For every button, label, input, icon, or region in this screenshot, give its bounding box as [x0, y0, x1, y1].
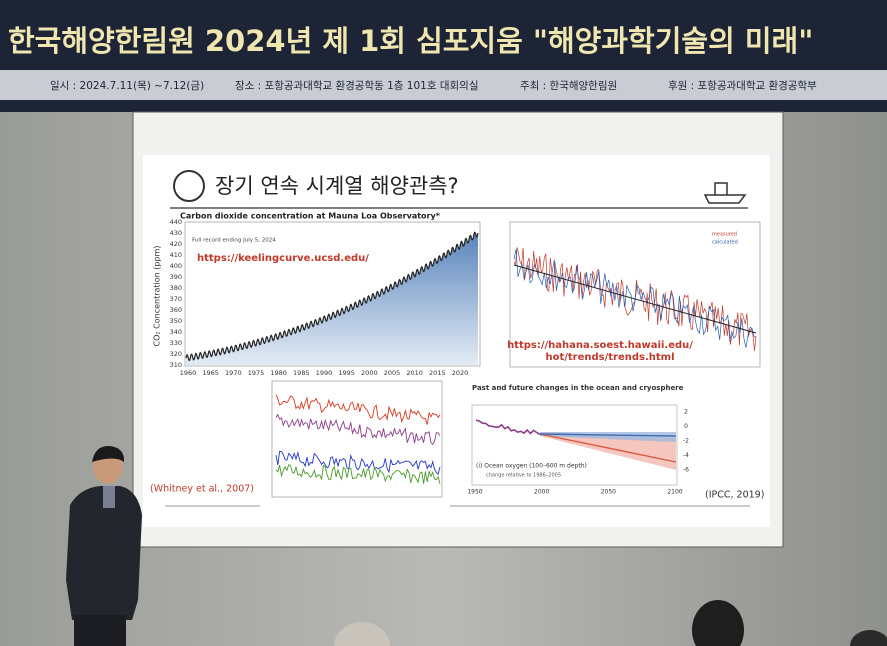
- co2-x-tick-label: 2020: [452, 369, 469, 377]
- ph-trend: [513, 264, 757, 334]
- banner-detail: 주최 : 한국해양한림원: [520, 79, 617, 92]
- co2-line: [185, 231, 479, 362]
- co2-y-tick-label: 410: [170, 251, 182, 259]
- co2-x-tick-label: 2005: [384, 369, 401, 377]
- banner-title: 한국해양한림원 2024년 제 1회 심포지움 "해양과학기술의 미래": [8, 24, 813, 58]
- co2-title: Carbon dioxide concentration at Mauna Lo…: [180, 212, 441, 221]
- co2-y-tick-label: 310: [170, 361, 182, 369]
- oxygen-line: [275, 394, 441, 425]
- oxygen-line: [275, 413, 441, 446]
- co2-x-tick-label: 1985: [293, 369, 310, 377]
- ph-url: hot/trends/trends.html: [545, 352, 674, 363]
- ipcc-line: [539, 433, 677, 463]
- oxygen-line: [275, 463, 441, 485]
- co2-y-tick-label: 390: [170, 273, 182, 281]
- ipcc-y-tick-label: -6: [683, 467, 689, 474]
- ph-legend: measured: [712, 232, 737, 238]
- ph-frame: [509, 221, 761, 368]
- ipcc-y-tick-label: -2: [683, 438, 689, 445]
- ipcc-panel-label: (i) Ocean oxygen (100–600 m depth): [476, 463, 587, 470]
- audience: [334, 600, 887, 646]
- co2-x-tick-label: 1970: [225, 369, 242, 377]
- speaker: [66, 445, 142, 646]
- ipcc-line: [475, 419, 541, 436]
- co2-y-label: CO₂ Concentration (ppm): [153, 246, 162, 347]
- co2-y-tick-label: 370: [170, 295, 182, 303]
- co2-note: Full record ending July 5, 2024: [192, 238, 276, 244]
- co2-y-tick-label: 360: [170, 306, 182, 314]
- co2-x-tick-label: 1965: [202, 369, 219, 377]
- co2-url: https://keelingcurve.ucsd.edu/: [197, 253, 369, 264]
- co2-x-tick-label: 1975: [248, 369, 265, 377]
- co2-x-tick-label: 1990: [316, 369, 333, 377]
- ship-icon: [703, 182, 747, 204]
- co2-y-tick-label: 400: [170, 262, 182, 270]
- slide-title: 장기 연속 시계열 해양관측?: [215, 174, 459, 198]
- ipcc-citation: (IPCC, 2019): [705, 490, 764, 501]
- co2-y-tick-label: 440: [170, 218, 182, 226]
- ipcc-y-tick-label: 2: [684, 409, 688, 416]
- co2-y-tick-label: 330: [170, 339, 182, 347]
- banner-detail: 후원 : 포항공과대학교 환경공학부: [668, 79, 817, 92]
- ipcc-title: Past and future changes in the ocean and…: [472, 384, 684, 392]
- co2-x-tick-label: 1980: [270, 369, 287, 377]
- oxygen-line: [275, 450, 441, 476]
- oxygen-citation: (Whitney et al., 2007): [150, 484, 254, 495]
- ipcc-y-tick-label: 0: [684, 423, 688, 430]
- co2-x-tick-label: 2015: [429, 369, 446, 377]
- ph-legend: calculated: [712, 240, 738, 246]
- co2-y-tick-label: 320: [170, 350, 182, 358]
- ipcc-x-tick-label: 1950: [467, 489, 482, 496]
- ipcc-line: [539, 433, 677, 437]
- ipcc-x-tick-label: 2000: [534, 489, 549, 496]
- banner-detail: 일시 : 2024.7.11(목) ~7.12(금): [50, 79, 204, 92]
- banner-detail: 장소 : 포항공과대학교 환경공학동 1층 101호 대회의실: [235, 79, 478, 92]
- ipcc-note: change relative to 1986–2005: [486, 473, 561, 479]
- co2-y-tick-label: 430: [170, 229, 182, 237]
- ipcc-y-tick-label: -4: [683, 452, 689, 459]
- ph-line: [513, 249, 757, 348]
- ipcc-x-tick-label: 2050: [601, 489, 616, 496]
- co2-x-tick-label: 2010: [406, 369, 423, 377]
- banner-strip: [0, 70, 887, 100]
- co2-y-tick-label: 420: [170, 240, 182, 248]
- co2-area: [186, 232, 478, 365]
- logo: [173, 170, 205, 202]
- co2-x-tick-label: 2000: [361, 369, 378, 377]
- co2-y-tick-label: 350: [170, 317, 182, 325]
- co2-y-tick-label: 380: [170, 284, 182, 292]
- co2-y-tick-label: 340: [170, 328, 182, 336]
- ipcc-x-tick-label: 2100: [667, 489, 682, 496]
- co2-x-tick-label: 1995: [338, 369, 355, 377]
- ph-url: https://hahana.soest.hawaii.edu/: [507, 340, 693, 351]
- co2-x-tick-label: 1960: [180, 369, 197, 377]
